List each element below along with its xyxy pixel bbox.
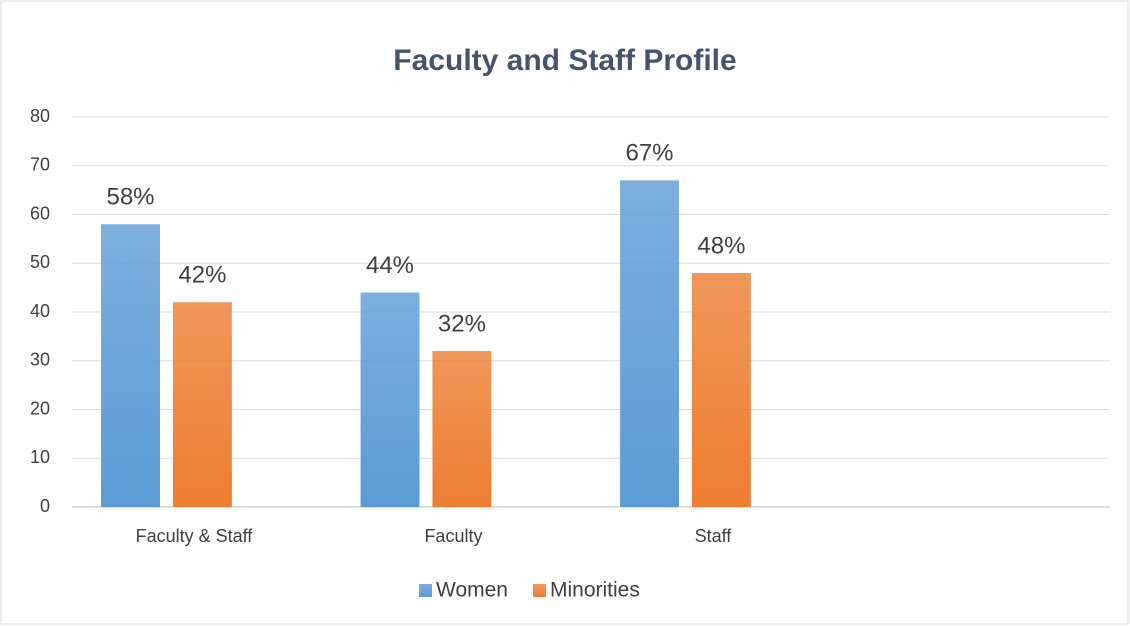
- bar: [691, 273, 751, 507]
- data-label: 48%: [697, 232, 745, 259]
- bar: [360, 292, 420, 507]
- legend-swatch: [419, 584, 432, 597]
- bar: [432, 351, 492, 507]
- y-tick-label: 10: [30, 447, 50, 467]
- bar: [172, 302, 232, 507]
- y-tick-label: 0: [40, 496, 50, 516]
- bar: [620, 180, 679, 507]
- legend-swatch: [532, 584, 546, 597]
- data-label: 32%: [438, 310, 486, 337]
- x-tick-label: Staff: [695, 526, 733, 546]
- y-tick-label: 60: [30, 203, 50, 223]
- chart-title: Faculty and Staff Profile: [393, 44, 736, 77]
- y-tick-label: 30: [30, 350, 50, 370]
- bar: [101, 224, 160, 507]
- data-label: 67%: [625, 140, 673, 167]
- y-tick-label: 20: [30, 398, 50, 418]
- y-tick-label: 70: [30, 155, 50, 175]
- data-label: 42%: [178, 262, 226, 289]
- y-tick-label: 40: [30, 301, 50, 321]
- data-label: 44%: [366, 252, 414, 279]
- y-tick-label: 80: [30, 106, 50, 126]
- data-label: 58%: [106, 184, 154, 211]
- legend-label: Women: [436, 579, 508, 602]
- x-tick-label: Faculty: [424, 526, 482, 546]
- y-tick-label: 50: [30, 252, 50, 272]
- legend-label: Minorities: [550, 579, 640, 602]
- x-tick-label: Faculty & Staff: [136, 526, 254, 546]
